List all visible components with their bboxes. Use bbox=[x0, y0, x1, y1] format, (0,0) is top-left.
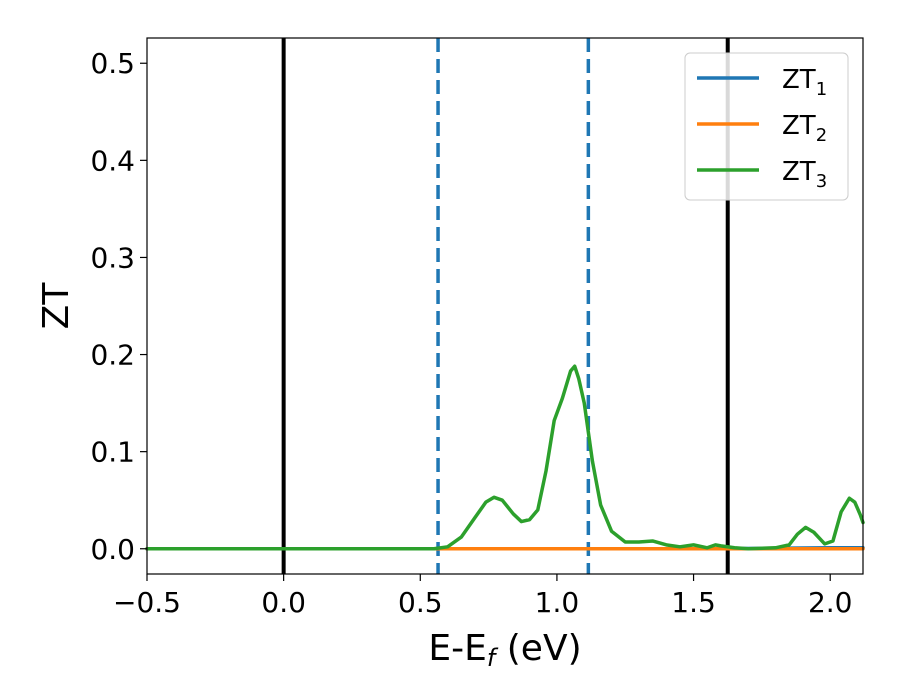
y-tick-label: 0.5 bbox=[90, 47, 135, 80]
x-tick-label: 2.0 bbox=[808, 586, 853, 619]
x-tick-label: 1.0 bbox=[535, 586, 580, 619]
x-tick-label: 1.5 bbox=[671, 586, 716, 619]
x-axis-label-unit: (eV) bbox=[495, 628, 581, 669]
y-axis-ticks: 0.0 0.1 0.2 0.3 0.4 0.5 bbox=[90, 47, 147, 566]
series-line-zt3 bbox=[145, 364, 865, 551]
x-tick-label: −0.5 bbox=[113, 586, 181, 619]
axes-frame bbox=[146, 37, 864, 575]
x-axis-ticks: −0.5 0.0 0.5 1.0 1.5 2.0 bbox=[113, 574, 852, 619]
y-axis-label: ZT bbox=[36, 282, 77, 330]
x-tick-label: 0.0 bbox=[261, 586, 306, 619]
series-layer bbox=[145, 364, 865, 551]
y-tick-label: 0.3 bbox=[90, 241, 135, 274]
y-tick-label: 0.1 bbox=[90, 436, 135, 469]
legend-label-zt1: ZT1 bbox=[782, 65, 827, 100]
reference-lines bbox=[281, 38, 730, 574]
y-tick-label: 0.2 bbox=[90, 339, 135, 372]
x-tick-label: 0.5 bbox=[398, 586, 443, 619]
legend: ZT1 ZT2 ZT3 bbox=[684, 52, 849, 201]
legend-label-zt3: ZT3 bbox=[782, 157, 827, 192]
y-tick-label: 0.0 bbox=[90, 533, 135, 566]
legend-label-zt2: ZT2 bbox=[782, 111, 827, 146]
legend-box bbox=[684, 52, 849, 201]
x-axis-label: E-Ef (eV) bbox=[428, 628, 581, 672]
y-tick-label: 0.4 bbox=[90, 144, 135, 177]
x-axis-label-main: E-E bbox=[428, 628, 486, 669]
